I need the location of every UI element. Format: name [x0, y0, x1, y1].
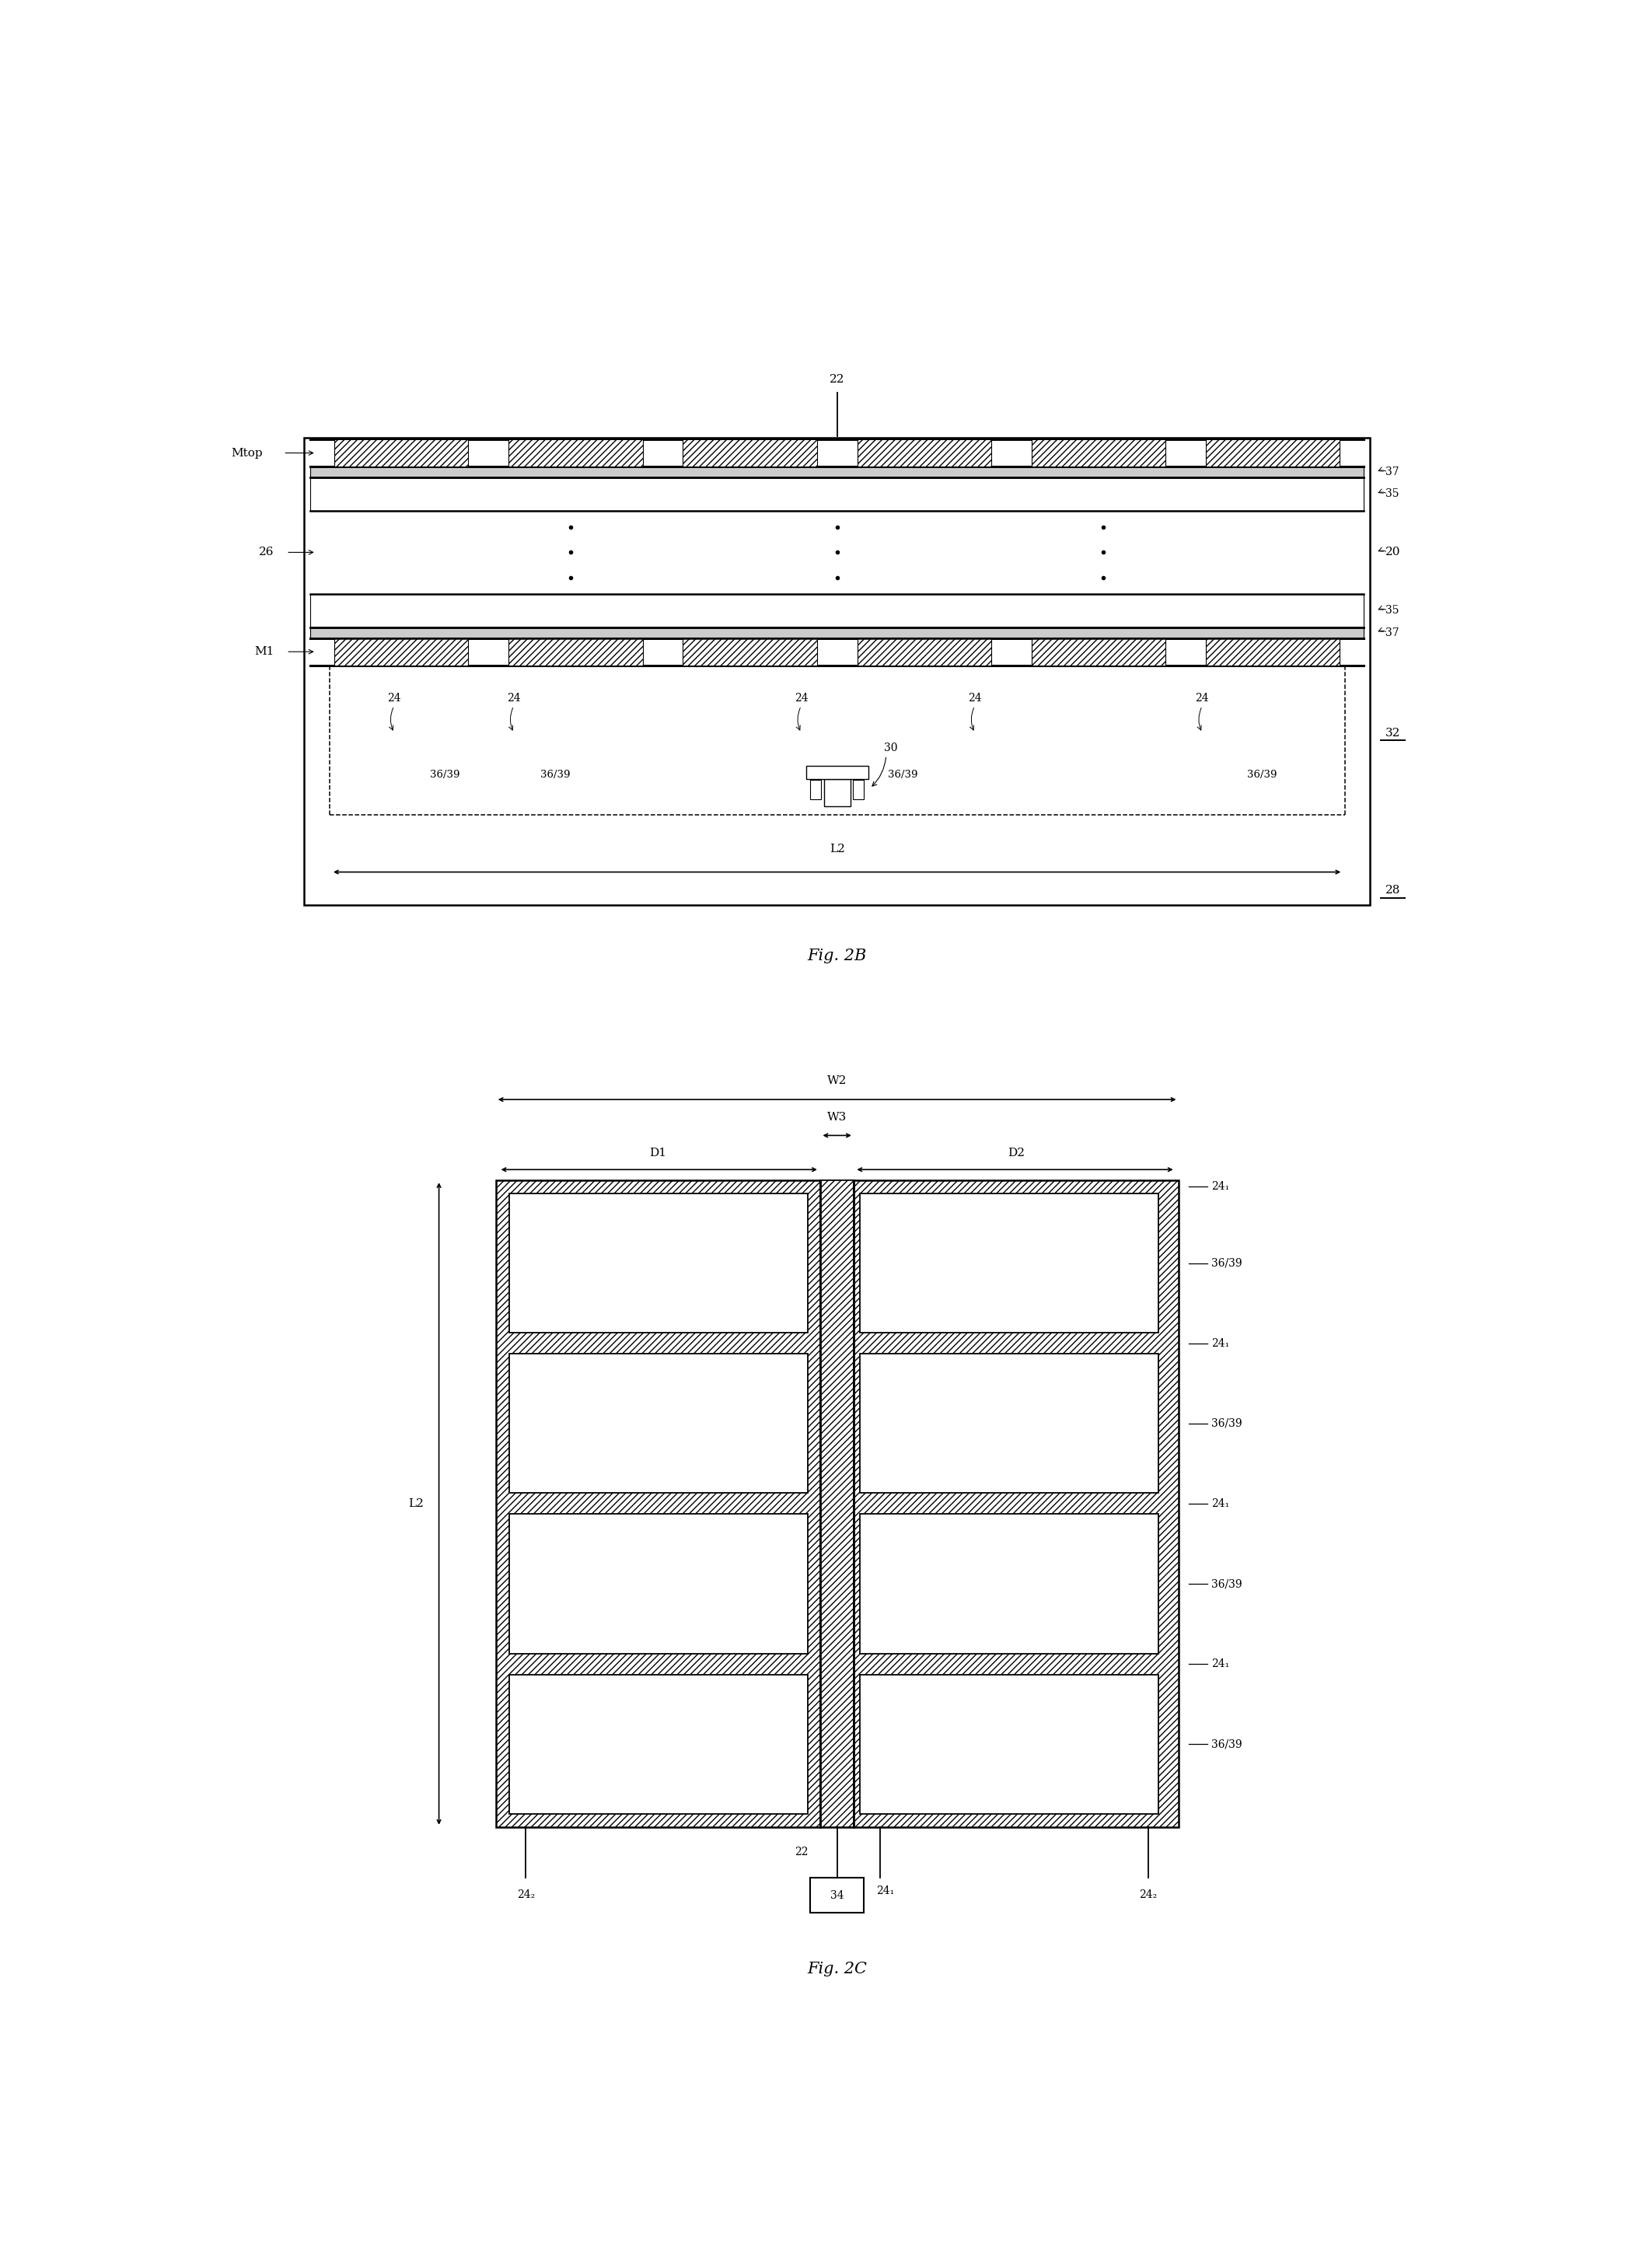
Text: 28: 28 — [1385, 885, 1400, 896]
Bar — [311, 479, 1364, 510]
Text: 24₁: 24₁ — [1212, 1658, 1230, 1669]
Bar — [860, 1674, 1159, 1814]
Bar — [860, 1354, 1159, 1492]
Text: 22: 22 — [829, 374, 845, 386]
Text: 30: 30 — [885, 742, 898, 753]
Text: 37: 37 — [1386, 467, 1400, 479]
Bar — [683, 440, 818, 467]
Text: L2: L2 — [409, 1499, 423, 1508]
Bar — [857, 637, 991, 665]
Bar — [508, 1193, 808, 1334]
Text: α: α — [965, 1436, 973, 1445]
Bar — [311, 628, 1364, 637]
Text: SW: SW — [526, 1418, 546, 1429]
Text: 24: 24 — [1195, 694, 1208, 703]
Text: 35: 35 — [1386, 488, 1400, 499]
Bar — [824, 780, 850, 805]
Bar — [334, 440, 468, 467]
Text: 36/39: 36/39 — [888, 769, 917, 780]
Bar — [683, 637, 818, 665]
Bar — [508, 637, 643, 665]
Bar — [311, 594, 1364, 628]
Text: 20: 20 — [1385, 547, 1400, 558]
Text: 36/39: 36/39 — [541, 769, 571, 780]
Text: 24₂: 24₂ — [517, 1889, 535, 1901]
Bar — [334, 637, 468, 665]
Bar — [508, 1674, 808, 1814]
Text: 24₂: 24₂ — [1140, 1889, 1158, 1901]
Bar — [508, 440, 643, 467]
Text: 26: 26 — [260, 547, 275, 558]
Text: 37: 37 — [1386, 628, 1400, 637]
Text: 36/39: 36/39 — [1212, 1740, 1243, 1749]
Text: D1: D1 — [649, 1148, 667, 1159]
Text: 36/39: 36/39 — [1212, 1259, 1243, 1268]
Text: 36/39: 36/39 — [1212, 1418, 1243, 1429]
Text: 36/39: 36/39 — [430, 769, 459, 780]
Text: 34: 34 — [831, 1889, 844, 1901]
Text: 24: 24 — [795, 694, 808, 703]
Text: W2: W2 — [827, 1075, 847, 1086]
Bar — [1205, 440, 1341, 467]
Text: 24₁: 24₁ — [1212, 1499, 1230, 1508]
Text: 36/39: 36/39 — [1248, 769, 1277, 780]
Text: 24₁: 24₁ — [1212, 1338, 1230, 1349]
Text: 24₁: 24₁ — [876, 1885, 894, 1896]
Text: 22: 22 — [795, 1846, 808, 1857]
Bar — [860, 1515, 1159, 1653]
Bar — [806, 767, 868, 780]
Bar — [857, 440, 991, 467]
Text: 24₁: 24₁ — [1212, 1182, 1230, 1191]
Bar — [1032, 440, 1166, 467]
Bar — [304, 438, 1370, 905]
Bar — [821, 1179, 853, 1828]
Bar — [508, 1515, 808, 1653]
Text: D2: D2 — [1007, 1148, 1025, 1159]
Bar — [1032, 637, 1166, 665]
Text: 24: 24 — [968, 694, 981, 703]
Bar — [809, 780, 821, 798]
Bar — [508, 1354, 808, 1492]
Text: SS: SS — [564, 1234, 579, 1245]
Text: W3: W3 — [827, 1111, 847, 1123]
Text: Fig. 2B: Fig. 2B — [808, 948, 867, 964]
Text: 24: 24 — [387, 694, 401, 703]
Text: M1: M1 — [255, 646, 275, 658]
Text: 35: 35 — [1386, 606, 1400, 617]
Bar — [1205, 637, 1341, 665]
Bar — [853, 780, 863, 798]
Text: Fig. 2C: Fig. 2C — [808, 1962, 867, 1978]
Bar — [311, 467, 1364, 479]
Text: 24: 24 — [507, 694, 520, 703]
Text: Mtop: Mtop — [231, 447, 262, 458]
Text: L2: L2 — [829, 844, 845, 855]
Bar — [860, 1193, 1159, 1334]
Text: 32: 32 — [1385, 728, 1400, 739]
Bar — [495, 1179, 1179, 1828]
Text: 36/39: 36/39 — [1212, 1579, 1243, 1590]
Bar — [809, 1878, 863, 1912]
